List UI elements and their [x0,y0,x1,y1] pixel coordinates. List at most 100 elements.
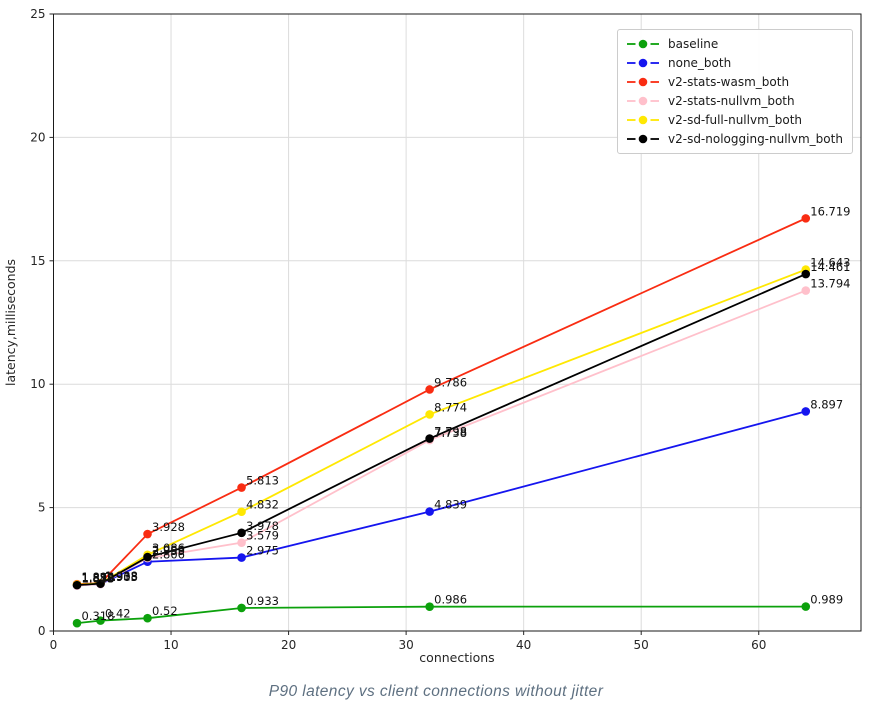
x-tick-label: 60 [751,638,766,652]
series-line-baseline [76,605,806,625]
data-point-v2-sd-nologging-nullvm_both [425,434,434,443]
point-label-v2-stats-nullvm_both: 3.579 [246,529,279,543]
legend-marker-icon [627,134,659,144]
point-label-baseline: 0.42 [105,607,131,621]
data-point-v2-sd-nologging-nullvm_both [143,552,152,562]
legend-item-v2-stats-nullvm_both: v2-stats-nullvm_both [627,92,843,110]
legend-label: v2-stats-nullvm_both [668,94,795,108]
point-label-v2-sd-nologging-nullvm_both: 1.859 [82,571,115,585]
legend-dot [638,134,648,144]
data-point-baseline [237,603,246,613]
point-label-v2-sd-nologging-nullvm_both: 3.978 [246,519,279,533]
data-point-baseline [96,616,105,625]
point-label-v2-sd-full-nullvm_both: 8.774 [434,400,467,414]
point-label-baseline: 0.318 [82,609,115,623]
legend-label: v2-sd-nologging-nullvm_both [668,132,843,146]
point-label-v2-stats-nullvm_both: 1.903 [105,570,138,584]
point-label-baseline: 0.52 [152,604,178,618]
data-point-none_both [801,407,811,416]
legend-label: v2-stats-wasm_both [668,75,790,89]
data-point-v2-sd-full-nullvm_both [425,410,434,419]
y-tick-label: 10 [30,377,45,391]
point-label-v2-stats-nullvm_both: 7.738 [434,426,467,440]
point-label-v2-sd-full-nullvm_both: 14.643 [810,256,850,270]
legend-dot [638,96,648,106]
data-point-baseline [801,602,811,611]
point-label-none_both: 8.897 [810,397,843,411]
legend: baseline none_both v2-stats-wasm_both v2-st… [617,29,853,154]
y-tick-label: 5 [38,501,46,515]
data-point-v2-stats-wasm_both [237,483,246,492]
point-label-v2-sd-nologging-nullvm_both: 2.996 [152,543,185,557]
point-label-v2-sd-full-nullvm_both: 4.832 [246,498,279,512]
legend-item-none_both: none_both [627,54,843,72]
data-point-baseline [425,602,434,611]
legend-dot [638,77,648,87]
data-point-none_both [425,507,434,516]
point-label-v2-sd-nologging-nullvm_both: 7.798 [434,425,467,439]
legend-marker-icon [627,115,659,125]
point-label-v2-sd-nologging-nullvm_both: 1.918 [105,570,138,584]
legend-marker-icon [627,58,659,68]
data-point-baseline [143,613,152,623]
legend-dot [638,115,648,125]
point-label-v2-sd-full-nullvm_both: 1.878 [82,571,115,585]
y-axis-label: latency,milliseconds [3,259,18,386]
point-label-v2-sd-nologging-nullvm_both: 14.461 [810,260,850,274]
point-label-none_both: 2.806 [152,548,185,562]
legend-marker-icon [627,77,659,87]
data-point-v2-stats-nullvm_both [801,286,811,295]
data-point-v2-stats-wasm_both [801,214,811,223]
data-point-v2-sd-full-nullvm_both [237,507,246,517]
x-tick-label: 40 [516,638,531,652]
point-label-v2-stats-wasm_both: 9.786 [434,375,467,389]
point-label-none_both: 4.839 [434,498,467,512]
series-layer [72,214,811,628]
y-tick-label: 0 [38,624,46,638]
data-point-v2-sd-nologging-nullvm_both [801,269,811,279]
point-label-none_both: 1.843 [82,572,115,586]
x-tick-label: 0 [50,638,58,652]
point-label-v2-stats-nullvm_both: 2.953 [152,544,185,558]
legend-item-v2-sd-nologging-nullvm_both: v2-sd-nologging-nullvm_both [627,130,843,148]
data-point-v2-stats-nullvm_both [237,538,246,547]
legend-label: baseline [668,37,719,51]
point-label-v2-stats-wasm_both: 1.938 [105,569,138,583]
x-tick-label: 10 [163,638,178,652]
point-label-v2-stats-wasm_both: 16.719 [810,204,850,218]
plot-border [53,13,862,632]
point-label-none_both: 1.905 [105,570,138,584]
legend-marker-icon [627,96,659,106]
point-label-v2-sd-full-nullvm_both: 1.933 [105,569,138,583]
data-point-baseline [72,618,82,628]
tick-layer: 0 10 20 30 40 50 60 0 5 10 15 20 25 [30,7,766,652]
x-tick-label: 20 [281,638,296,652]
point-label-v2-stats-wasm_both: 5.813 [246,474,279,488]
x-axis-label: connections [419,650,494,665]
legend-label: v2-sd-full-nullvm_both [668,113,803,127]
point-label-v2-sd-full-nullvm_both: 3.086 [152,541,185,555]
figure-caption: P90 latency vs client connections withou… [268,683,604,700]
y-tick-label: 25 [30,7,45,21]
point-label-none_both: 2.975 [246,544,279,558]
data-point-v2-sd-nologging-nullvm_both [237,528,246,538]
x-tick-label: 50 [634,638,649,652]
legend-item-v2-stats-wasm_both: v2-stats-wasm_both [627,73,843,91]
legend-dot [638,58,648,68]
data-point-v2-sd-nologging-nullvm_both [96,579,105,588]
point-label-baseline: 0.986 [434,593,467,607]
point-label-baseline: 0.933 [246,594,279,608]
legend-label: none_both [668,56,732,70]
point-label-v2-stats-nullvm_both: 13.794 [810,277,850,291]
point-label-v2-stats-wasm_both: 3.928 [152,520,185,534]
data-point-v2-stats-wasm_both [425,385,434,394]
legend-marker-icon [627,39,659,49]
data-point-v2-sd-nologging-nullvm_both [72,580,82,590]
legend-item-v2-sd-full-nullvm_both: v2-sd-full-nullvm_both [627,111,843,129]
y-tick-label: 15 [30,254,45,268]
x-tick-label: 30 [398,638,413,652]
legend-item-baseline: baseline [627,35,843,53]
